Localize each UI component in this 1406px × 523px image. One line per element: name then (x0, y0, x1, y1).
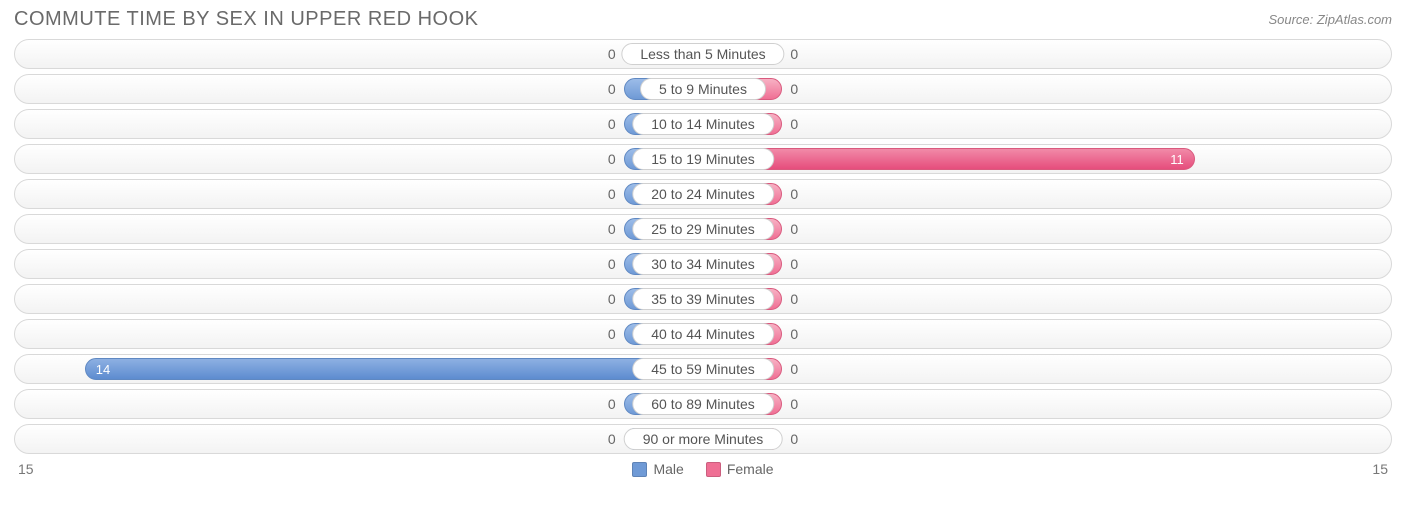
male-value: 0 (608, 180, 616, 208)
axis-left-max: 15 (18, 461, 34, 477)
category-label: 30 to 34 Minutes (632, 253, 774, 275)
female-value: 0 (790, 355, 798, 383)
male-value: 0 (608, 320, 616, 348)
chart-footer: 15 Male Female 15 (0, 459, 1406, 477)
female-value: 0 (790, 215, 798, 243)
legend: Male Female (632, 461, 773, 477)
female-value: 11 (1170, 152, 1184, 167)
data-row: 0 0 10 to 14 Minutes (14, 109, 1392, 139)
female-value: 0 (790, 75, 798, 103)
male-swatch-icon (632, 462, 647, 477)
chart-header: COMMUTE TIME BY SEX IN UPPER RED HOOK So… (0, 0, 1406, 37)
female-value: 0 (790, 250, 798, 278)
category-label: 40 to 44 Minutes (632, 323, 774, 345)
axis-right-max: 15 (1372, 461, 1388, 477)
legend-item-female: Female (706, 461, 774, 477)
category-label: 25 to 29 Minutes (632, 218, 774, 240)
female-value: 0 (790, 425, 798, 453)
data-row: 0 0 5 to 9 Minutes (14, 74, 1392, 104)
female-value: 0 (790, 40, 798, 68)
data-row: 0 11 15 to 19 Minutes (14, 144, 1392, 174)
female-value: 0 (790, 110, 798, 138)
category-label: 35 to 39 Minutes (632, 288, 774, 310)
female-value: 0 (790, 390, 798, 418)
data-row: 00Less than 5 Minutes (14, 39, 1392, 69)
chart-source: Source: ZipAtlas.com (1268, 8, 1392, 27)
category-label: 45 to 59 Minutes (632, 358, 774, 380)
female-bar: 11 (703, 148, 1195, 170)
data-row: 0 0 20 to 24 Minutes (14, 179, 1392, 209)
data-row: 0 0 30 to 34 Minutes (14, 249, 1392, 279)
data-row: 0 0 25 to 29 Minutes (14, 214, 1392, 244)
male-value: 0 (608, 215, 616, 243)
female-swatch-icon (706, 462, 721, 477)
female-value: 0 (790, 180, 798, 208)
male-value: 0 (608, 145, 616, 173)
female-value: 0 (790, 285, 798, 313)
legend-male-label: Male (653, 461, 683, 477)
female-value: 0 (790, 320, 798, 348)
male-value: 0 (608, 285, 616, 313)
male-value: 0 (608, 110, 616, 138)
chart-area: 00Less than 5 Minutes005 to 9 Minutes001… (0, 37, 1406, 454)
male-value: 0 (608, 40, 616, 68)
male-value: 0 (608, 390, 616, 418)
legend-female-label: Female (727, 461, 774, 477)
legend-item-male: Male (632, 461, 683, 477)
data-row: 0 0 40 to 44 Minutes (14, 319, 1392, 349)
data-row: 0 0 90 or more Minutes (14, 424, 1392, 454)
category-label: 5 to 9 Minutes (640, 78, 766, 100)
category-label: Less than 5 Minutes (621, 43, 784, 65)
category-label: 15 to 19 Minutes (632, 148, 774, 170)
data-row: 14 0 45 to 59 Minutes (14, 354, 1392, 384)
male-value: 0 (608, 250, 616, 278)
male-bar: 14 (85, 358, 703, 380)
category-label: 20 to 24 Minutes (632, 183, 774, 205)
category-label: 60 to 89 Minutes (632, 393, 774, 415)
category-label: 10 to 14 Minutes (632, 113, 774, 135)
male-value: 14 (96, 362, 110, 377)
male-value: 0 (608, 75, 616, 103)
data-row: 0 0 35 to 39 Minutes (14, 284, 1392, 314)
male-value: 0 (608, 425, 616, 453)
category-label: 90 or more Minutes (624, 428, 783, 450)
data-row: 0 0 60 to 89 Minutes (14, 389, 1392, 419)
chart-title: COMMUTE TIME BY SEX IN UPPER RED HOOK (14, 8, 479, 31)
